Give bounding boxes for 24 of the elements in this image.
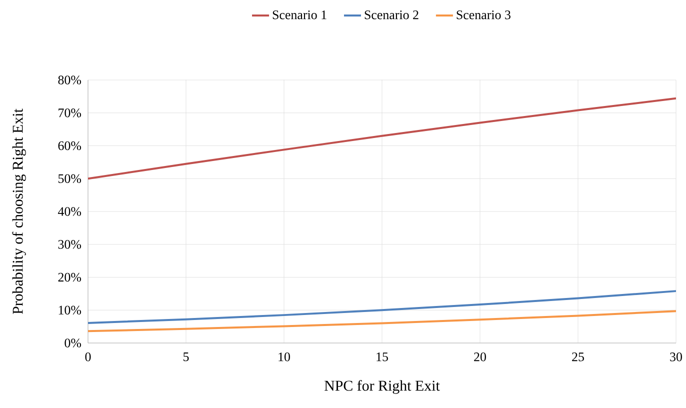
- y-tick-label: 80%: [58, 76, 82, 84]
- y-tick-label: 70%: [58, 108, 82, 118]
- y-tick-label: 20%: [58, 272, 82, 282]
- legend-label: Scenario 2: [364, 10, 418, 20]
- y-tick-label: 40%: [58, 207, 82, 216]
- y-tick-label: 50%: [58, 174, 82, 184]
- x-tick-label: 0: [85, 352, 91, 362]
- y-tick-label: 0%: [64, 338, 82, 348]
- x-axis-title: NPC for Right Exit: [324, 380, 440, 394]
- line-series: [88, 290, 676, 324]
- x-tick-label: 25: [572, 352, 584, 362]
- x-tick-label: 20: [474, 352, 486, 362]
- x-tick-label: 10: [278, 352, 290, 362]
- x-tick-label: 30: [670, 352, 682, 362]
- y-tick-label: 10%: [58, 306, 82, 315]
- y-tick-label: 30%: [58, 240, 82, 249]
- x-tick-label: 5: [184, 352, 189, 362]
- legend-label: Scenario 1: [272, 10, 326, 20]
- line-series: [88, 310, 676, 332]
- y-tick-label: 60%: [58, 141, 82, 150]
- x-tick-label: 15: [376, 352, 388, 362]
- legend-label: Scenario 3: [456, 10, 510, 20]
- y-axis-title: Probability of choosing Right Exit: [12, 108, 26, 314]
- line-series: [88, 97, 676, 180]
